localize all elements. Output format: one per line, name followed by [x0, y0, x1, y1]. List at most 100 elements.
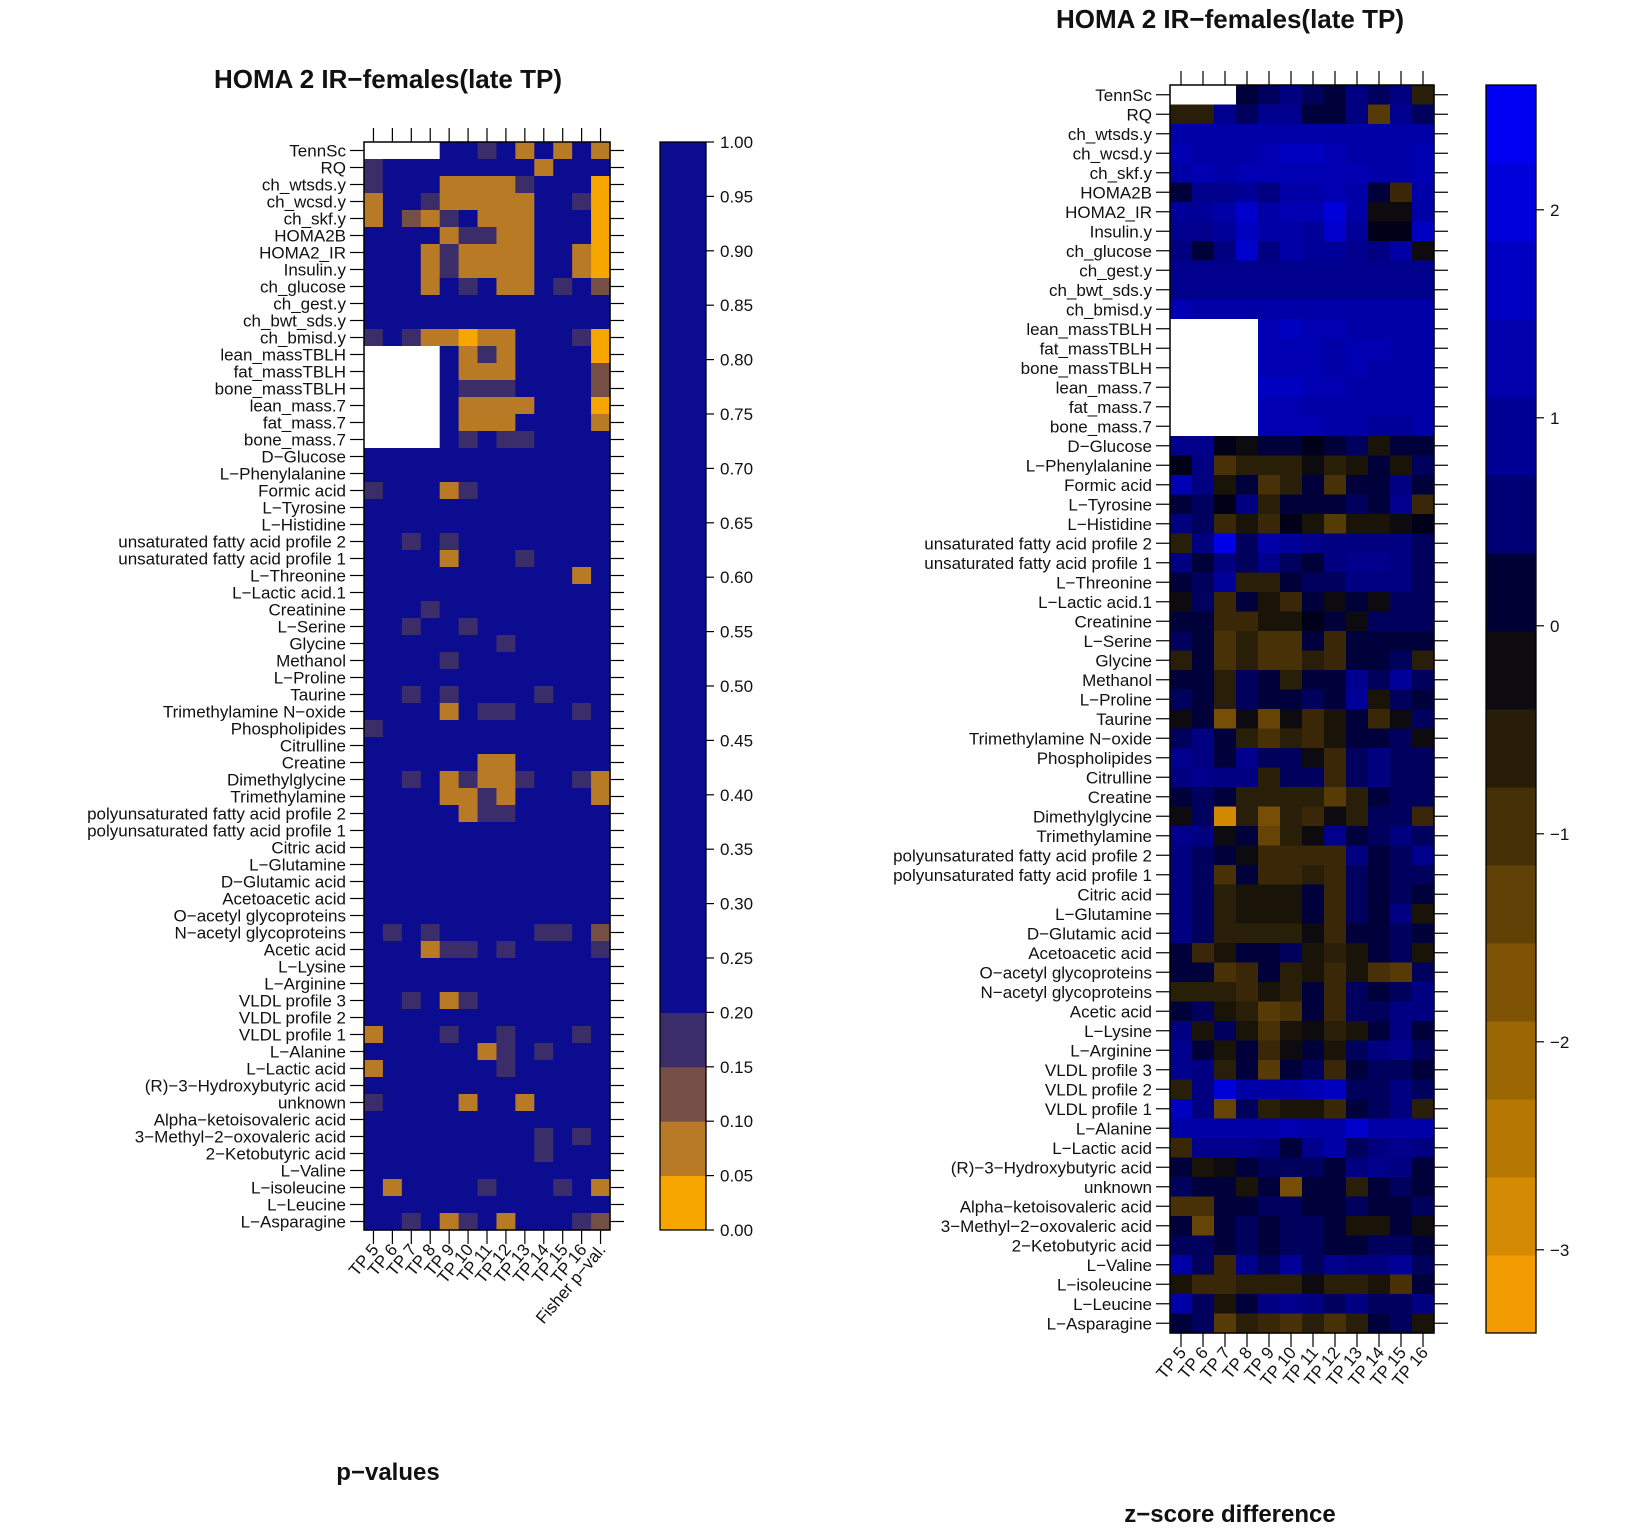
heatmap-cell — [401, 771, 422, 789]
heatmap-cell — [591, 669, 611, 687]
heatmap-cell — [572, 176, 592, 194]
heatmap-cell — [572, 618, 592, 636]
colorbar-frame — [1485, 84, 1537, 1334]
heatmap-cell — [1170, 202, 1193, 223]
heatmap-cell — [364, 1196, 384, 1214]
heatmap-cell — [1192, 962, 1215, 983]
heatmap-cell — [420, 159, 441, 177]
heatmap-cell — [1302, 221, 1325, 242]
heatmap-cell — [364, 686, 384, 704]
heatmap-cell — [420, 448, 441, 466]
heatmap-cell — [1170, 670, 1193, 691]
heatmap-cell — [1214, 1255, 1237, 1276]
heatmap-cell — [496, 210, 516, 228]
heatmap-cell — [1346, 1313, 1369, 1334]
heatmap-cell — [420, 584, 441, 602]
heatmap-cell — [1368, 221, 1391, 242]
heatmap-cell — [1368, 377, 1391, 398]
row-label: Creatinine — [1075, 612, 1153, 631]
heatmap-cell — [1214, 1157, 1237, 1178]
heatmap-cell — [1302, 358, 1325, 379]
heatmap-cell — [439, 652, 460, 670]
heatmap-cell — [1258, 1313, 1281, 1334]
row-label: Creatinine — [269, 601, 347, 620]
heatmap-cell — [401, 669, 422, 687]
heatmap-cell — [1192, 436, 1215, 457]
heatmap-cell — [1170, 943, 1193, 964]
heatmap-cell — [1192, 553, 1215, 574]
heatmap-cell — [439, 686, 460, 704]
heatmap-cell — [553, 159, 573, 177]
heatmap-cell — [1258, 241, 1281, 262]
row-label: L−Glutamine — [249, 856, 346, 875]
heatmap-cell — [515, 992, 535, 1010]
heatmap-cell — [1324, 1040, 1347, 1061]
colorbar-bin — [1486, 631, 1536, 710]
heatmap-cell — [1214, 1118, 1237, 1139]
heatmap-cell — [364, 431, 384, 449]
heatmap-cell — [439, 244, 460, 262]
heatmap-cell — [572, 924, 592, 942]
heatmap-cell — [1324, 748, 1347, 769]
heatmap-cell — [1192, 1079, 1215, 1100]
heatmap-cell — [458, 278, 479, 296]
heatmap-cell — [591, 499, 611, 517]
heatmap-cell — [1302, 143, 1325, 164]
heatmap-cell — [1324, 728, 1347, 749]
heatmap-cell — [1412, 904, 1435, 925]
heatmap-cell — [1412, 943, 1435, 964]
heatmap-cell — [515, 414, 535, 432]
heatmap-cell — [591, 1077, 611, 1095]
heatmap-cell — [1236, 1040, 1259, 1061]
heatmap-cell — [1280, 85, 1303, 106]
heatmap-cell — [1368, 1313, 1391, 1334]
heatmap-cell — [382, 839, 403, 857]
heatmap-cell — [477, 397, 498, 415]
heatmap-cell — [496, 482, 516, 500]
heatmap-cell — [1412, 553, 1435, 574]
heatmap-cell — [1368, 767, 1391, 788]
heatmap-cell — [1324, 767, 1347, 788]
row-label: Methanol — [276, 652, 346, 671]
heatmap-cell — [553, 380, 573, 398]
row-label: ch_wcsd.y — [267, 193, 347, 212]
heatmap-cell — [515, 312, 535, 330]
heatmap-cell — [1214, 1235, 1237, 1256]
heatmap-cell — [1170, 1196, 1193, 1217]
heatmap-cell — [1390, 221, 1413, 242]
heatmap-cell — [1280, 1099, 1303, 1120]
heatmap-cell — [1192, 221, 1215, 242]
heatmap-cell — [1192, 182, 1215, 203]
heatmap-cell — [1192, 143, 1215, 164]
heatmap-cell — [553, 822, 573, 840]
heatmap-cell — [1280, 163, 1303, 184]
heatmap-cell — [1302, 1099, 1325, 1120]
heatmap-cell — [1214, 806, 1237, 827]
heatmap-cell — [496, 1009, 516, 1027]
heatmap-cell — [1280, 221, 1303, 242]
row-label: 2−Ketobutyric acid — [1012, 1236, 1152, 1255]
heatmap-cell — [420, 1162, 441, 1180]
heatmap-cell — [1236, 592, 1259, 613]
heatmap-cell — [1280, 533, 1303, 554]
heatmap-cell — [1258, 650, 1281, 671]
heatmap-cell — [1236, 553, 1259, 574]
row-label: unsaturated fatty acid profile 2 — [924, 534, 1152, 553]
heatmap-cell — [477, 669, 498, 687]
heatmap-cell — [553, 584, 573, 602]
heatmap-cell — [1192, 1255, 1215, 1276]
heatmap-cell — [477, 159, 498, 177]
heatmap-cell — [439, 431, 460, 449]
row-label: ch_bwt_sds.y — [243, 312, 346, 331]
heatmap-cell — [1236, 709, 1259, 730]
heatmap-cell — [496, 1060, 516, 1078]
heatmap-cell — [420, 907, 441, 925]
heatmap-cell — [458, 533, 479, 551]
heatmap-cell — [439, 414, 460, 432]
heatmap-cell — [1302, 416, 1325, 437]
heatmap-cell — [572, 941, 592, 959]
heatmap-cell — [1390, 943, 1413, 964]
heatmap-cell — [477, 1196, 498, 1214]
heatmap-cell — [477, 890, 498, 908]
heatmap-cell — [1258, 923, 1281, 944]
